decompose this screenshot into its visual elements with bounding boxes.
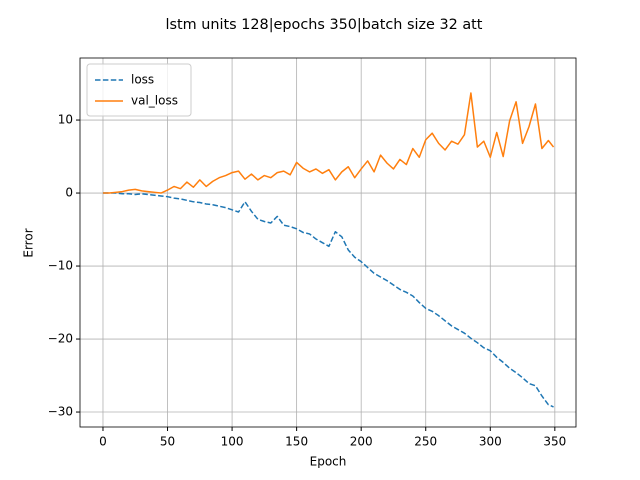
legend-label: loss xyxy=(131,73,154,87)
line-loss xyxy=(102,192,554,408)
legend-box xyxy=(86,63,192,117)
x-tick-label: 300 xyxy=(479,435,502,449)
y-tick-label: −20 xyxy=(48,332,73,346)
y-axis-label: Error xyxy=(22,228,36,257)
y-tick-label: 0 xyxy=(65,186,73,200)
x-tick-label: 0 xyxy=(99,435,107,449)
x-tick-label: 150 xyxy=(285,435,308,449)
x-tick-label: 250 xyxy=(414,435,437,449)
y-tick-label: −10 xyxy=(48,259,73,273)
y-tick-label: −30 xyxy=(48,405,73,419)
legend-label: val_loss xyxy=(131,94,178,108)
x-tick-label: 350 xyxy=(543,435,566,449)
x-tick-label: 200 xyxy=(350,435,373,449)
x-tick-label: 50 xyxy=(160,435,175,449)
chart-title: lstm units 128|epochs 350|batch size 32 … xyxy=(166,17,483,33)
y-tick-label: 10 xyxy=(58,113,73,127)
plot-frame xyxy=(79,57,577,428)
line-val_loss xyxy=(102,92,555,194)
x-tick-label: 100 xyxy=(221,435,244,449)
x-axis-label: Epoch xyxy=(310,455,347,469)
